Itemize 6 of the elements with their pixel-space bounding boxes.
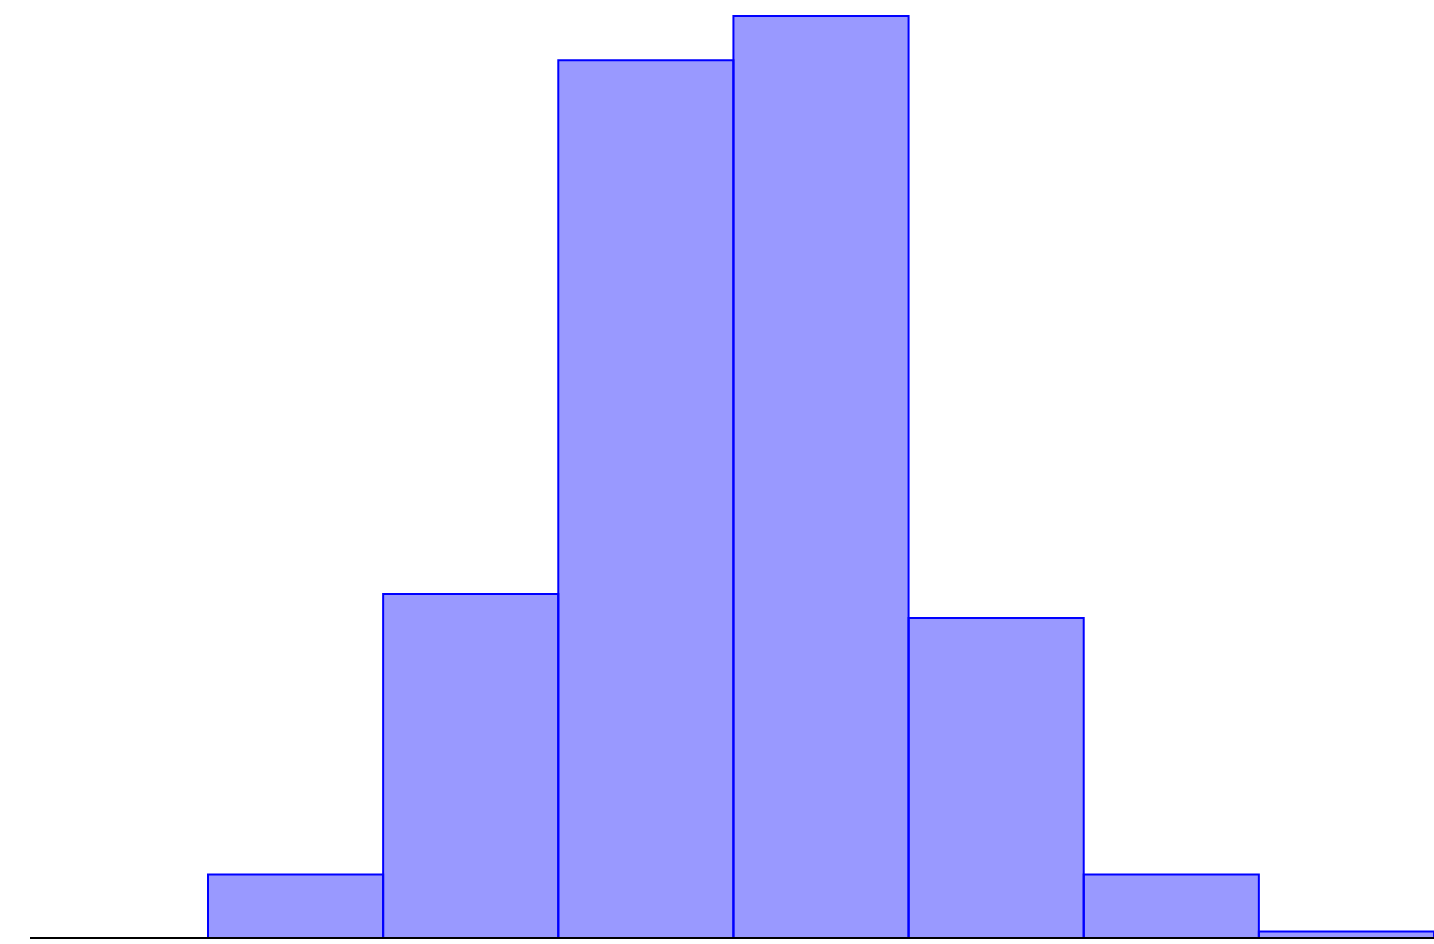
bar (907, 617, 1085, 939)
bar (732, 15, 910, 939)
bar (557, 59, 735, 939)
bar (207, 873, 385, 939)
bar (382, 593, 560, 939)
bar (1082, 873, 1260, 939)
